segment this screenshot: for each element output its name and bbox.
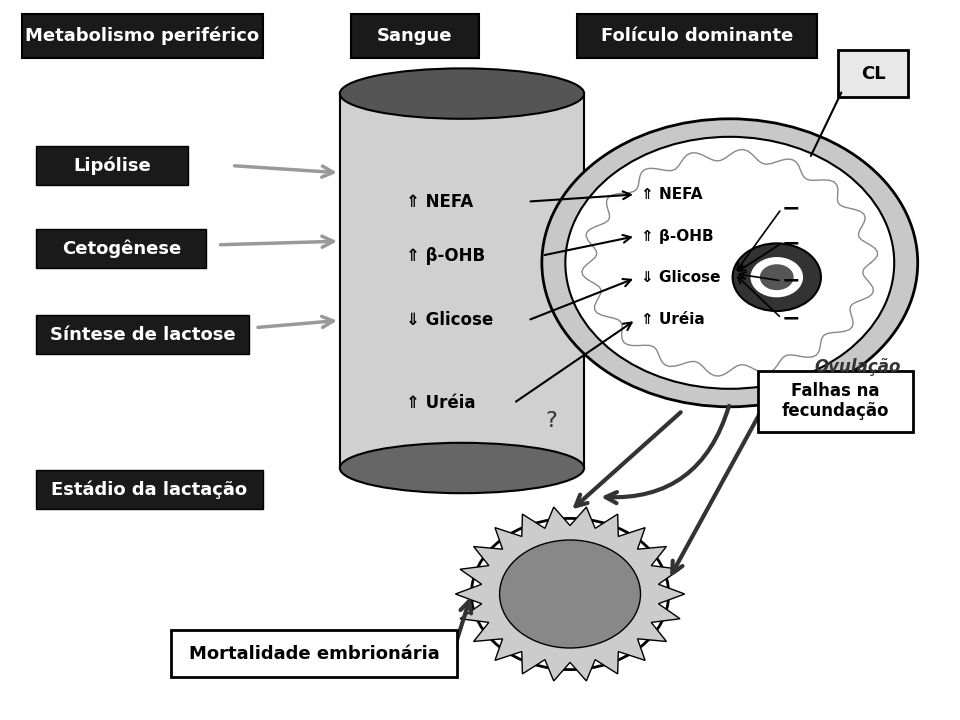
FancyBboxPatch shape — [171, 630, 457, 677]
Text: ⇓ Glicose: ⇓ Glicose — [406, 311, 492, 330]
FancyBboxPatch shape — [36, 315, 249, 354]
Text: Folículo dominante: Folículo dominante — [601, 27, 793, 45]
Circle shape — [760, 264, 794, 290]
FancyBboxPatch shape — [838, 50, 908, 97]
Text: −: − — [781, 308, 801, 328]
Text: ⇓ Glicose: ⇓ Glicose — [640, 271, 720, 285]
Circle shape — [471, 518, 669, 670]
Polygon shape — [340, 94, 584, 468]
FancyBboxPatch shape — [36, 470, 263, 509]
Text: ⇑ Uréia: ⇑ Uréia — [640, 312, 705, 327]
Text: Estádio da lactação: Estádio da lactação — [52, 480, 248, 499]
Text: Falhas na
fecundação: Falhas na fecundação — [781, 382, 889, 420]
Polygon shape — [455, 507, 684, 681]
FancyBboxPatch shape — [577, 14, 817, 58]
Text: ⇑ β-OHB: ⇑ β-OHB — [640, 229, 713, 243]
Ellipse shape — [340, 68, 584, 119]
Text: ⇑ NEFA: ⇑ NEFA — [640, 187, 702, 202]
Text: −: − — [781, 233, 801, 253]
Circle shape — [499, 540, 640, 648]
FancyBboxPatch shape — [22, 14, 263, 58]
FancyBboxPatch shape — [36, 146, 187, 185]
Circle shape — [541, 119, 918, 407]
Text: ⇑ NEFA: ⇑ NEFA — [406, 193, 473, 211]
Text: ⇑ β-OHB: ⇑ β-OHB — [406, 247, 485, 265]
Circle shape — [565, 137, 894, 389]
Text: Sangue: Sangue — [377, 27, 453, 45]
FancyBboxPatch shape — [36, 229, 206, 268]
Text: ?: ? — [545, 411, 557, 431]
Text: ⇑ Uréia: ⇑ Uréia — [406, 395, 475, 412]
Text: Ovulação: Ovulação — [814, 359, 900, 376]
Text: Metabolismo periférico: Metabolismo periférico — [25, 27, 259, 45]
Text: −: − — [781, 271, 801, 291]
Text: Mortalidade embrionária: Mortalidade embrionária — [188, 645, 440, 662]
Text: Lipólise: Lipólise — [73, 156, 151, 175]
FancyBboxPatch shape — [758, 371, 913, 432]
Circle shape — [751, 257, 804, 297]
Text: Síntese de lactose: Síntese de lactose — [50, 325, 235, 344]
Text: −: − — [781, 199, 801, 219]
Ellipse shape — [340, 443, 584, 493]
Text: CL: CL — [861, 66, 885, 84]
Circle shape — [732, 243, 821, 311]
FancyBboxPatch shape — [351, 14, 479, 58]
Text: Cetogênese: Cetogênese — [61, 239, 181, 258]
